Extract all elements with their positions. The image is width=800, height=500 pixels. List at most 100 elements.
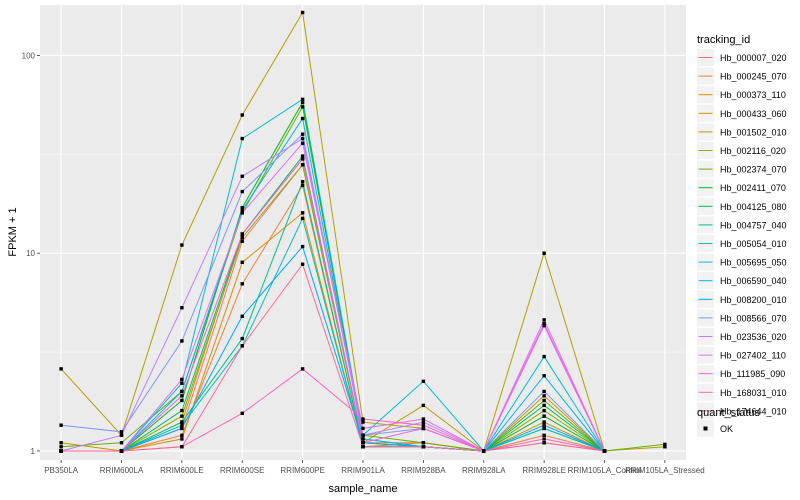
data-point [59,449,63,453]
data-point [421,417,426,421]
x-tick-label: RRIM600SE [220,466,264,475]
x-tick-label: RRIM928BA [401,466,446,475]
legend-label: Hb_027402_110 [720,351,786,361]
x-tick-label: PB350LA [44,466,78,475]
legend-label: Hb_005054_010 [720,239,787,249]
data-point [300,136,305,141]
data-point [542,354,546,359]
data-point [240,314,244,318]
data-point [300,183,305,188]
data-point [300,262,305,266]
x-tick-label: RRIM600PE [280,466,324,475]
data-point [59,423,63,427]
series-line [61,212,605,452]
legend-quant-status-label: OK [720,424,733,434]
series-line [61,245,605,452]
data-point [542,251,546,255]
data-point [59,367,63,371]
legend-label: Hb_111985_090 [720,369,785,379]
data-point [361,417,365,421]
data-point [180,398,184,403]
data-point [180,381,184,385]
series-line [61,163,605,452]
data-point [180,414,184,418]
data-point [180,408,184,413]
data-point [542,323,546,328]
series-line [61,157,605,452]
data-point [180,426,184,431]
grid-major [40,5,686,460]
data-point [240,411,244,416]
data-point [361,433,365,437]
data-point [180,389,184,394]
data-point [482,449,486,453]
data-point [180,339,184,343]
data-point [119,430,124,434]
data-point [542,437,546,441]
data-point [421,445,426,449]
legend-label: Hb_004757_040 [720,220,787,230]
legend-label: Hb_000007_020 [720,53,787,63]
data-point [361,445,365,449]
data-point [180,433,184,437]
data-point [421,423,426,427]
data-point [300,105,305,109]
x-tick-label: RRIM105LA_Control [568,466,642,475]
data-point [119,433,124,437]
legend-items: Hb_000007_020 Hb_000245_070 Hb_000373_110 H… [697,49,787,420]
x-tick-label: RRIM928LA [462,466,506,475]
data-point [542,414,546,418]
data-point [180,243,184,247]
data-point [180,437,184,441]
data-point [542,374,546,378]
data-point [300,163,305,167]
legend-label: Hb_000433_060 [720,109,787,119]
legend-label: Hb_006590_040 [720,276,787,286]
data-point [542,441,546,445]
data-point [361,441,365,445]
data-point [300,211,305,215]
data-point [542,433,546,437]
data-point [542,394,546,398]
data-point [361,420,365,424]
data-point [300,97,305,102]
data-point [421,441,426,445]
x-tick-label: RRIM901LA [341,466,385,475]
series-line [61,117,605,452]
y-tick-label: 10 [26,249,35,258]
data-point [240,205,244,210]
x-axis-ticks: PB350LA RRIM600LA RRIM600LE RRIM600SE RRIM60… [44,460,705,475]
data-point [240,211,244,215]
legend-label: Hb_008200_010 [720,295,787,305]
data-point [59,441,63,445]
data-point [602,449,607,453]
data-point [542,423,546,427]
legend-label: Hb_174644_010 [720,406,787,416]
legend: tracking_id Hb_000007_020Hb_000245_070Hb… [697,34,787,420]
data-point [542,389,546,394]
data-point [240,235,244,240]
data-point [240,336,244,341]
series-line [61,100,605,452]
data-point [59,445,63,449]
y-axis-ticks: 1 10 100 [22,51,40,456]
data-point [119,449,124,453]
legend-label: Hb_000373_110 [720,90,786,100]
data-point [119,441,124,445]
data-point [180,423,184,427]
legend-label: Hb_002116_020 [720,146,786,156]
data-point [300,157,305,161]
data-point [300,141,305,145]
data-point [180,394,184,398]
data-point [542,322,546,326]
data-point [240,174,244,178]
legend-label: Hb_000245_070 [720,72,787,82]
data-point [180,377,184,382]
data-point [542,403,546,408]
data-point [663,445,667,449]
data-point [300,116,305,121]
series-lines [60,11,665,452]
legend-label: Hb_002374_070 [720,165,787,175]
data-point [180,306,184,310]
